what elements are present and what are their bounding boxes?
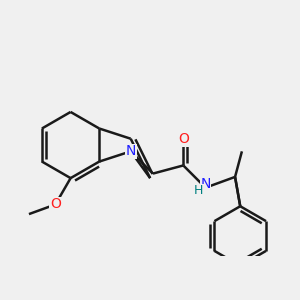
Text: O: O <box>178 132 189 146</box>
Text: O: O <box>50 197 61 212</box>
Text: H: H <box>194 184 203 197</box>
Text: N: N <box>125 144 136 158</box>
Text: N: N <box>200 177 211 191</box>
